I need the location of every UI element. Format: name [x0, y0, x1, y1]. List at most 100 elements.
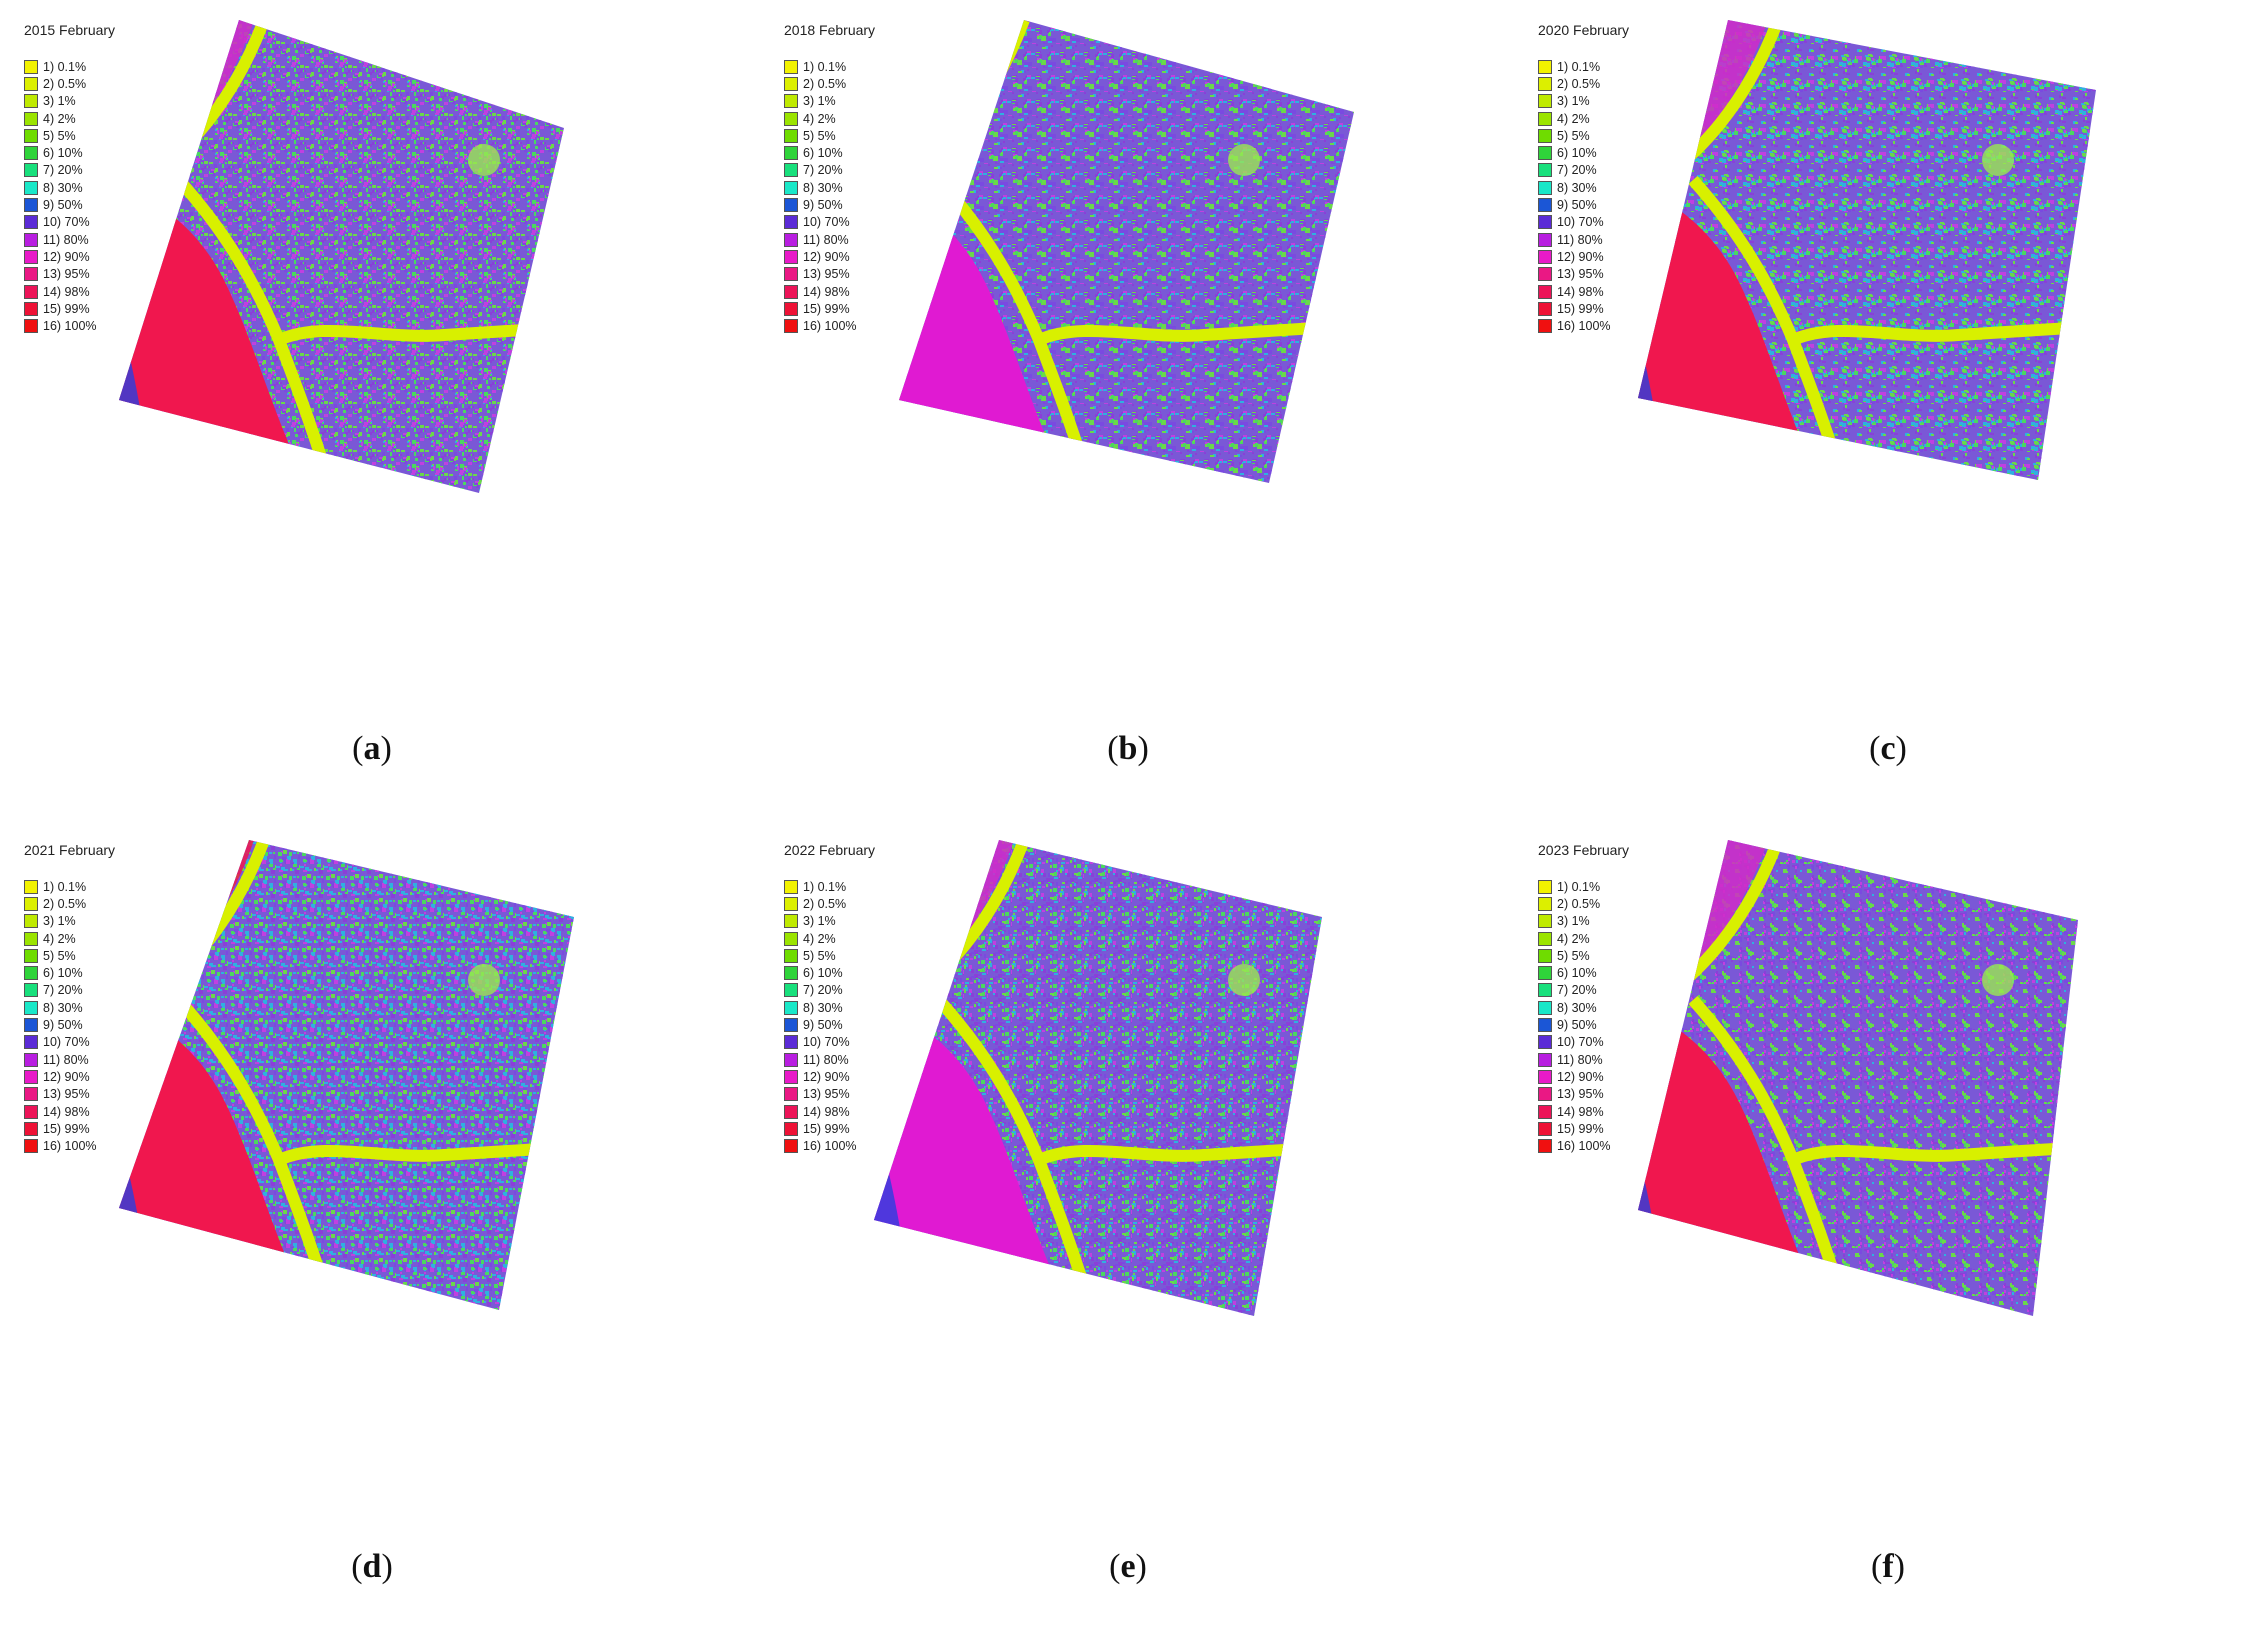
legend-item: 15) 99% [1538, 1120, 1611, 1137]
legend-item: 7) 20% [24, 982, 97, 999]
caption-letter: b [1118, 730, 1138, 767]
legend-swatch [1538, 1035, 1552, 1050]
legend-swatch [24, 1000, 38, 1015]
legend-swatch [24, 1087, 38, 1102]
legend: 1) 0.1% 2) 0.5% 3) 1% 4) 2% 5) 5% 6) 10% 7) 20… [784, 878, 857, 1155]
legend-label: 12) 90% [1557, 1069, 1604, 1084]
legend-label: 16) 100% [803, 319, 857, 334]
legend-item: 12) 90% [24, 1068, 97, 1085]
legend-swatch [784, 128, 798, 143]
legend-item: 8) 30% [1538, 999, 1611, 1016]
legend-swatch [784, 284, 798, 299]
legend-label: 15) 99% [803, 1121, 850, 1136]
panel-d: 2021 February 1) 0.1% 2) 0.5% 3) 1% 4) 2% 5) … [24, 842, 776, 1646]
legend-label: 14) 98% [1557, 284, 1604, 299]
panel-title: 2023 February [1538, 842, 1630, 858]
legend-swatch [1538, 1052, 1552, 1067]
legend-label: 7) 20% [43, 983, 83, 998]
legend-swatch [784, 1035, 798, 1050]
legend: 1) 0.1% 2) 0.5% 3) 1% 4) 2% 5) 5% 6) 10% 7) 20… [24, 878, 97, 1155]
legend-label: 10) 70% [803, 1035, 850, 1050]
legend-label: 15) 99% [43, 1121, 90, 1136]
legend-item: 1) 0.1% [1538, 58, 1611, 75]
legend-label: 11) 80% [43, 1052, 89, 1067]
legend-swatch [784, 879, 798, 894]
legend-item: 3) 1% [784, 913, 857, 930]
legend-item: 10) 70% [1538, 214, 1611, 231]
legend-item: 15) 99% [784, 300, 857, 317]
legend-swatch [784, 163, 798, 178]
legend-item: 15) 99% [784, 1120, 857, 1137]
legend-swatch [784, 1121, 798, 1136]
legend-swatch [24, 896, 38, 911]
bright-spot [468, 144, 500, 176]
legend-swatch [24, 76, 38, 91]
panel-caption: (a) [352, 730, 392, 767]
legend-label: 7) 20% [1557, 983, 1597, 998]
legend-swatch [24, 267, 38, 282]
legend-label: 2) 0.5% [1557, 896, 1601, 911]
legend-label: 6) 10% [43, 966, 83, 981]
legend-swatch [24, 914, 38, 929]
legend-swatch [24, 1035, 38, 1050]
legend-item: 13) 95% [24, 1086, 97, 1103]
legend-swatch [1538, 232, 1552, 247]
legend-item: 6) 10% [1538, 964, 1611, 981]
legend-swatch [24, 284, 38, 299]
legend-swatch [1538, 76, 1552, 91]
legend-label: 12) 90% [803, 1069, 850, 1084]
legend-label: 4) 2% [803, 111, 836, 126]
legend-label: 5) 5% [803, 948, 836, 963]
legend-label: 3) 1% [803, 914, 836, 929]
legend-label: 7) 20% [803, 163, 843, 178]
interferogram-map [1638, 840, 2078, 1316]
legend-swatch [1538, 180, 1552, 195]
legend-item: 5) 5% [24, 947, 97, 964]
legend-swatch [1538, 249, 1552, 264]
legend-swatch [1538, 111, 1552, 126]
legend-label: 8) 30% [43, 1000, 83, 1015]
legend-label: 13) 95% [1557, 1087, 1604, 1102]
legend-item: 13) 95% [784, 266, 857, 283]
legend-label: 1) 0.1% [803, 59, 847, 74]
legend-item: 11) 80% [784, 231, 857, 248]
interferogram-map [874, 840, 1322, 1316]
legend-item: 5) 5% [784, 127, 857, 144]
legend-label: 13) 95% [43, 1087, 90, 1102]
legend-label: 15) 99% [803, 301, 850, 316]
panel-caption: (e) [1109, 1548, 1147, 1585]
panel-a: 2015 February 1) 0.1% 2) 0.5% 3) 1% 4) 2% 5) … [24, 22, 776, 826]
legend-label: 3) 1% [1557, 94, 1590, 109]
legend-swatch [1538, 896, 1552, 911]
legend-item: 7) 20% [784, 982, 857, 999]
legend-label: 6) 10% [803, 966, 843, 981]
legend-item: 14) 98% [24, 1103, 97, 1120]
land-texture [119, 840, 574, 1310]
legend-swatch [24, 232, 38, 247]
legend-swatch [24, 1052, 38, 1067]
legend-label: 14) 98% [43, 1104, 90, 1119]
legend-item: 5) 5% [24, 127, 97, 144]
legend-label: 7) 20% [43, 163, 83, 178]
legend-item: 11) 80% [1538, 231, 1611, 248]
legend-swatch [1538, 284, 1552, 299]
legend-label: 5) 5% [1557, 128, 1590, 143]
legend-label: 3) 1% [803, 94, 836, 109]
legend-label: 3) 1% [43, 94, 76, 109]
legend-label: 13) 95% [43, 267, 90, 282]
legend-item: 12) 90% [784, 1068, 857, 1085]
legend-swatch [784, 111, 798, 126]
legend-label: 7) 20% [1557, 163, 1597, 178]
legend-item: 16) 100% [24, 317, 97, 334]
legend-swatch [784, 267, 798, 282]
legend-label: 16) 100% [803, 1139, 857, 1154]
legend-swatch [784, 94, 798, 109]
legend-swatch [24, 94, 38, 109]
legend-label: 9) 50% [1557, 198, 1597, 213]
legend-swatch [784, 1018, 798, 1033]
legend-swatch [1538, 146, 1552, 161]
legend-swatch [784, 931, 798, 946]
panel-f: 2023 February 1) 0.1% 2) 0.5% 3) 1% 4) 2% 5) … [1538, 842, 2257, 1646]
legend-label: 9) 50% [43, 1018, 83, 1033]
caption-letter: a [363, 730, 381, 767]
